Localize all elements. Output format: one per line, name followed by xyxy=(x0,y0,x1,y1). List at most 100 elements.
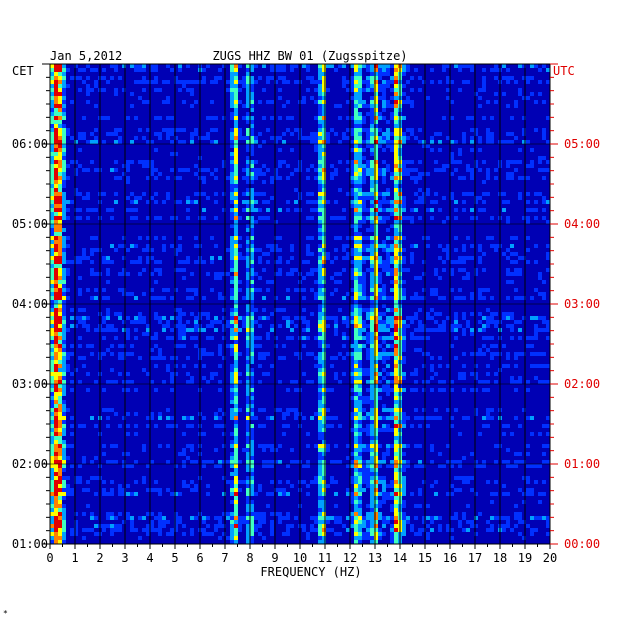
spectrogram-cell xyxy=(326,484,330,488)
spectrogram-cell xyxy=(402,356,406,360)
spectrogram-cell xyxy=(386,104,390,108)
spectrogram-cell xyxy=(430,520,434,524)
spectrogram-cell xyxy=(250,104,254,108)
spectrogram-cell xyxy=(142,480,146,484)
spectrogram-cell xyxy=(354,368,358,372)
spectrogram-cell xyxy=(158,352,162,356)
spectrogram-cell xyxy=(246,424,250,428)
spectrogram-cell xyxy=(358,76,362,80)
spectrogram-cell xyxy=(54,248,58,252)
spectrogram-cell xyxy=(518,376,522,380)
spectrogram-cell xyxy=(322,136,326,140)
spectrogram-cell xyxy=(334,104,338,108)
spectrogram-cell xyxy=(378,380,382,384)
spectrogram-cell xyxy=(254,272,258,276)
spectrogram-cell xyxy=(278,516,282,520)
spectrogram-cell xyxy=(374,364,378,368)
spectrogram-cell xyxy=(342,244,346,248)
spectrogram-cell xyxy=(422,516,426,520)
spectrogram-cell xyxy=(494,480,498,484)
spectrogram-cell xyxy=(362,200,366,204)
spectrogram-cell xyxy=(50,92,54,96)
spectrogram-cell xyxy=(50,168,54,172)
spectrogram-cell xyxy=(230,312,234,316)
spectrogram-cell xyxy=(222,192,226,196)
spectrogram-cell xyxy=(54,212,58,216)
spectrogram-cell xyxy=(254,136,258,140)
spectrogram-cell xyxy=(194,316,198,320)
spectrogram-cell xyxy=(58,420,62,424)
spectrogram-cell xyxy=(254,168,258,172)
spectrogram-cell xyxy=(518,176,522,180)
spectrogram-cell xyxy=(418,348,422,352)
spectrogram-cell xyxy=(126,196,130,200)
spectrogram-cell xyxy=(330,292,334,296)
spectrogram-cell xyxy=(326,416,330,420)
spectrogram-cell xyxy=(154,344,158,348)
spectrogram-cell xyxy=(322,216,326,220)
spectrogram-cell xyxy=(114,312,118,316)
spectrogram-cell xyxy=(374,424,378,428)
spectrogram-cell xyxy=(366,256,370,260)
spectrogram-cell xyxy=(114,140,118,144)
spectrogram-cell xyxy=(378,72,382,76)
spectrogram-cell xyxy=(162,524,166,528)
spectrogram-cell xyxy=(246,536,250,540)
spectrogram-cell xyxy=(186,320,190,324)
spectrogram-cell xyxy=(354,336,358,340)
spectrogram-cell xyxy=(250,380,254,384)
spectrogram-cell xyxy=(494,64,498,68)
spectrogram-cell xyxy=(54,480,58,484)
spectrogram-cell xyxy=(82,488,86,492)
spectrogram-cell xyxy=(130,104,134,108)
spectrogram-cell xyxy=(394,360,398,364)
spectrogram-cell xyxy=(422,80,426,84)
spectrogram-cell xyxy=(358,268,362,272)
spectrogram-cell xyxy=(394,308,398,312)
spectrogram-cell xyxy=(354,384,358,388)
spectrogram-cell xyxy=(374,292,378,296)
spectrogram-cell xyxy=(374,100,378,104)
spectrogram-cell xyxy=(450,328,454,332)
spectrogram-cell xyxy=(358,440,362,444)
spectrogram-cell xyxy=(270,324,274,328)
spectrogram-cell xyxy=(230,180,234,184)
spectrogram-cell xyxy=(374,348,378,352)
spectrogram-cell xyxy=(366,504,370,508)
spectrogram-cell xyxy=(470,172,474,176)
spectrogram-cell xyxy=(294,416,298,420)
spectrogram-cell xyxy=(134,196,138,200)
spectrogram-cell xyxy=(138,316,142,320)
spectrogram-cell xyxy=(390,236,394,240)
spectrogram-cell xyxy=(354,220,358,224)
spectrogram-cell xyxy=(86,196,90,200)
spectrogram-cell xyxy=(374,496,378,500)
spectrogram-cell xyxy=(358,168,362,172)
utc-time-label: 00:00 xyxy=(564,537,600,551)
spectrogram-cell xyxy=(454,488,458,492)
spectrogram-cell xyxy=(162,328,166,332)
spectrogram-cell xyxy=(190,424,194,428)
spectrogram-cell xyxy=(354,128,358,132)
spectrogram-cell xyxy=(506,176,510,180)
spectrogram-cell xyxy=(238,236,242,240)
spectrogram-cell xyxy=(178,68,182,72)
spectrogram-cell xyxy=(154,68,158,72)
spectrogram-cell xyxy=(378,260,382,264)
spectrogram-cell xyxy=(270,480,274,484)
spectrogram-cell xyxy=(250,532,254,536)
spectrogram-cell xyxy=(254,208,258,212)
spectrogram-cell xyxy=(58,264,62,268)
spectrogram-cell xyxy=(270,176,274,180)
spectrogram-cell xyxy=(390,288,394,292)
spectrogram-cell xyxy=(126,380,130,384)
spectrogram-cell xyxy=(242,480,246,484)
spectrogram-cell xyxy=(374,200,378,204)
spectrogram-cell xyxy=(226,460,230,464)
spectrogram-cell xyxy=(522,408,526,412)
spectrogram-cell xyxy=(354,428,358,432)
spectrogram-cell xyxy=(318,336,322,340)
spectrogram-cell xyxy=(114,412,118,416)
spectrogram-cell xyxy=(194,320,198,324)
spectrogram-cell xyxy=(434,168,438,172)
